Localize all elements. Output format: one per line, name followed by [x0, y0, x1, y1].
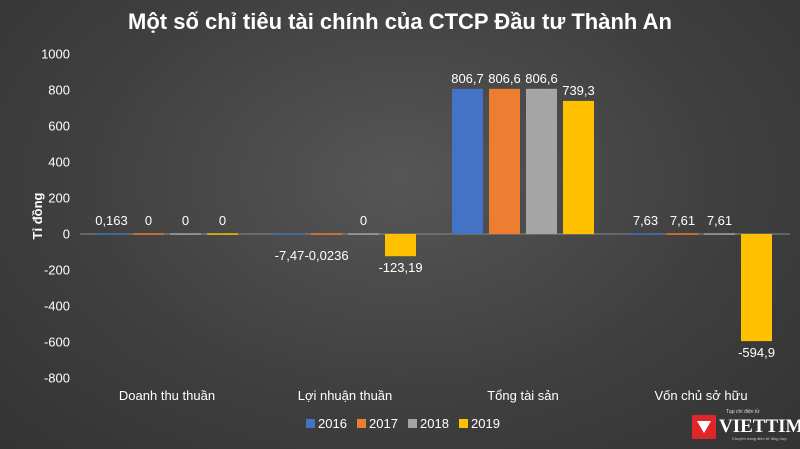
bar	[274, 233, 305, 235]
logo-tagline-bottom: Chuyên trang điện tử tổng hợp	[732, 436, 787, 441]
bar	[526, 88, 557, 234]
data-label: 7,61	[670, 213, 695, 228]
data-label: -0,0236	[304, 248, 348, 263]
data-label: -123,19	[378, 260, 422, 275]
legend-swatch	[306, 419, 315, 428]
logo-wordmark: VIETTIMES	[719, 416, 800, 437]
y-tick-label: 1000	[41, 47, 70, 62]
bars-group	[96, 88, 772, 342]
legend: 2016 2017 2018 2019	[306, 416, 500, 431]
bar	[667, 233, 698, 235]
y-tick-label: 200	[48, 191, 70, 206]
y-tick-label: -600	[44, 335, 70, 350]
legend-entry: 2016	[318, 416, 347, 431]
data-label: 0	[145, 213, 152, 228]
category-label: Vốn chủ sở hữu	[654, 388, 747, 403]
viettimes-logo: Tạp chí điện tử VIETTIMES Chuyên trang đ…	[692, 407, 800, 441]
y-axis-ticks: -800 -600 -400 -200 0 200 400 600 800 1000	[41, 47, 70, 386]
data-label: -7,47	[275, 248, 305, 263]
category-label: Doanh thu thuần	[119, 388, 215, 403]
category-label: Lợi nhuận thuần	[298, 388, 393, 403]
category-labels: Doanh thu thuần Lợi nhuận thuần Tổng tài s…	[119, 388, 748, 403]
data-label: 739,3	[562, 83, 595, 98]
legend-entry: 2019	[471, 416, 500, 431]
data-label: 0	[219, 213, 226, 228]
legend-swatch	[459, 419, 468, 428]
bar	[489, 88, 520, 234]
y-tick-label: -400	[44, 299, 70, 314]
data-label: -594,9	[738, 345, 775, 360]
bar	[311, 233, 342, 235]
data-label: 0	[182, 213, 189, 228]
legend-swatch	[408, 419, 417, 428]
y-tick-label: 400	[48, 155, 70, 170]
bar	[741, 234, 772, 342]
y-tick-label: 600	[48, 119, 70, 134]
bar	[704, 233, 735, 235]
bar	[96, 233, 127, 235]
data-label: 806,6	[525, 71, 558, 86]
data-label: 7,63	[633, 213, 658, 228]
bar	[563, 100, 594, 235]
bar	[452, 88, 483, 234]
legend-entry: 2017	[369, 416, 398, 431]
bar	[170, 233, 201, 235]
logo-mark-icon	[692, 415, 716, 439]
bar	[630, 233, 661, 235]
data-label: 806,6	[488, 71, 521, 86]
y-tick-label: 0	[63, 227, 70, 242]
legend-entry: 2018	[420, 416, 449, 431]
bar	[348, 233, 379, 235]
data-label: 0	[360, 213, 367, 228]
logo-tagline-top: Tạp chí điện tử	[726, 409, 760, 415]
y-tick-label: -200	[44, 263, 70, 278]
legend-swatch	[357, 419, 366, 428]
value-labels: 0,163 0 0 0 -7,47 -0,0236 0 -123,19 806,7 806,6 80…	[95, 71, 775, 360]
bar	[133, 233, 164, 235]
data-label: 7,61	[707, 213, 732, 228]
data-label: 0,163	[95, 213, 128, 228]
y-axis-label: Tỉ đồng	[30, 192, 45, 239]
bar	[385, 234, 416, 257]
data-label: 806,7	[451, 71, 484, 86]
chart-title: Một số chỉ tiêu tài chính của CTCP Đầu t…	[128, 9, 672, 34]
y-tick-label: 800	[48, 83, 70, 98]
category-label: Tổng tài sản	[487, 388, 559, 403]
bar	[207, 233, 238, 235]
y-tick-label: -800	[44, 371, 70, 386]
